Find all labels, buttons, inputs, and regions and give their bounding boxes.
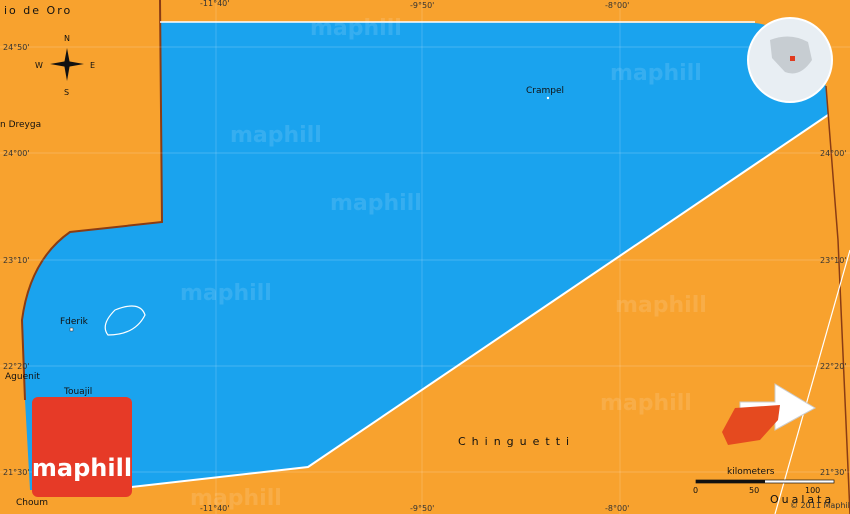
- watermark: maphill: [180, 281, 272, 306]
- place-label: Fderik: [60, 317, 89, 327]
- watermark: maphill: [230, 123, 322, 148]
- place-dot: [69, 327, 74, 332]
- compass: N E S W: [35, 34, 95, 97]
- logo: maphill: [32, 397, 132, 497]
- watermark: maphill: [600, 391, 692, 416]
- watermarks: maphill maphill maphill maphill maphill …: [180, 16, 707, 511]
- latitude-label: 21°30': [3, 468, 30, 477]
- latitude-label: 22°20': [3, 362, 30, 371]
- longitude-label: -9°50': [410, 504, 434, 513]
- coordinate-labels: -11°40' -9°50' -8°00' -11°40' -9°50' -8°…: [3, 0, 847, 513]
- scale-unit: kilometers: [727, 467, 775, 477]
- longitude-label: -8°00': [605, 1, 629, 10]
- latitude-label: 23°10': [820, 256, 847, 265]
- latitude-label: 21°30': [820, 468, 847, 477]
- latitude-label: 22°20': [820, 362, 847, 371]
- watermark: maphill: [190, 486, 282, 511]
- logo-text: maphill: [32, 454, 132, 482]
- scale-bar-rect: [696, 480, 765, 483]
- region-label: io de Oro: [4, 4, 72, 17]
- locator-shape: [722, 405, 780, 445]
- compass-label: W: [35, 61, 43, 70]
- compass-label: S: [64, 88, 69, 97]
- watermark: maphill: [330, 191, 422, 216]
- scale-tick: 50: [749, 486, 759, 495]
- longitude-label: -11°40': [200, 504, 229, 513]
- place-label: Crampel: [526, 86, 564, 96]
- place-label: Choum: [16, 498, 48, 508]
- place-label: Touajil: [63, 387, 92, 397]
- logo-box: [32, 397, 132, 497]
- scale-tick: 0: [693, 486, 698, 495]
- globe-land: [770, 36, 812, 74]
- highlighted-region: [22, 22, 828, 490]
- compass-label: N: [64, 34, 70, 43]
- scale-bar: kilometers 0 50 100: [693, 467, 835, 495]
- latitude-label: 24°00': [820, 149, 847, 158]
- globe: [747, 17, 833, 103]
- compass-needle: [50, 61, 84, 67]
- place-label: Aguenit: [5, 372, 40, 382]
- latitude-label: 23°10': [3, 256, 30, 265]
- lake: [104, 305, 146, 336]
- longitude-label: -11°40': [200, 0, 229, 8]
- place-label: Chinguetti: [458, 435, 575, 448]
- place-dot: [546, 96, 550, 100]
- longitude-label: -9°50': [410, 1, 434, 10]
- longitude-label: -8°00': [605, 504, 629, 513]
- region-border-edge: [104, 114, 829, 491]
- place-label: Oualata: [770, 493, 834, 506]
- watermark: maphill: [615, 293, 707, 318]
- scale-tick: 100: [805, 486, 820, 495]
- compass-label: E: [90, 61, 95, 70]
- place-label: n Dreyga: [0, 120, 41, 130]
- latitude-label: 24°00': [3, 149, 30, 158]
- copyright: © 2011 Maphill: [790, 501, 850, 510]
- watermark: maphill: [610, 61, 702, 86]
- locator: [722, 383, 817, 445]
- border: [825, 85, 850, 514]
- places: Crampel Fderik Touajil Aguenit Choum Chi…: [5, 86, 834, 508]
- border: [774, 249, 850, 514]
- globe-marker: [790, 56, 795, 61]
- latitude-label: 24°50': [3, 43, 30, 52]
- border: [20, 0, 164, 401]
- watermark: maphill: [310, 16, 402, 41]
